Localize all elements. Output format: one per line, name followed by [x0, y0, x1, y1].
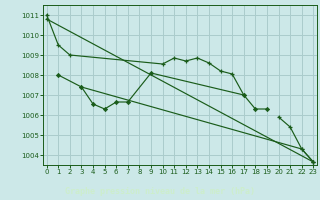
Text: Graphe pression niveau de la mer (hPa): Graphe pression niveau de la mer (hPa)	[65, 187, 255, 196]
